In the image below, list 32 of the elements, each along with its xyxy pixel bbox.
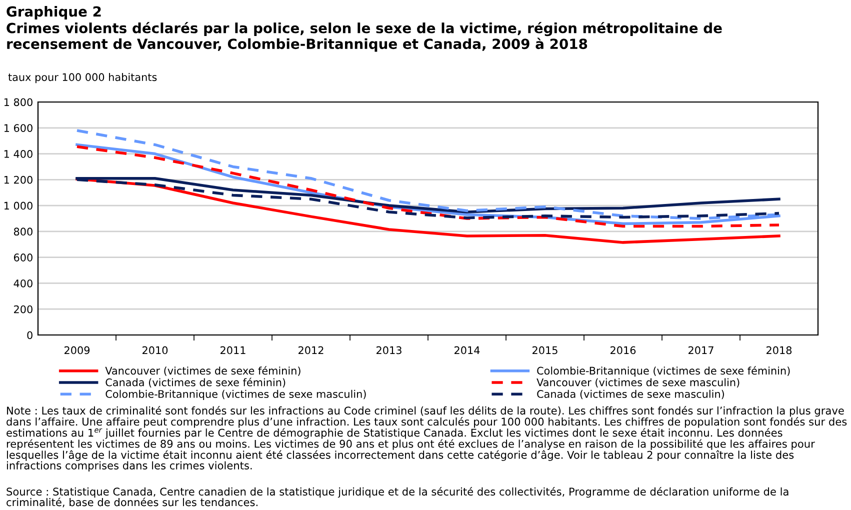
- y-tick-label: 0: [27, 331, 32, 340]
- legend-label: Canada (victimes de sexe féminin): [106, 378, 286, 388]
- y-tick-label: 1 200: [4, 176, 32, 184]
- y-tick-label: 400: [14, 279, 32, 288]
- legend-label: Canada (victimes de sexe masculin): [537, 390, 724, 400]
- chart-title: Graphique 2: [6, 6, 101, 20]
- y-tick-label: 800: [14, 228, 32, 236]
- y-tick-label: 200: [14, 305, 32, 314]
- x-tick-label: 2017: [688, 346, 714, 354]
- x-tick-label: 2012: [298, 346, 324, 354]
- legend-label: Vancouver (victimes de sexe masculin): [536, 378, 740, 388]
- x-tick-label: 2013: [376, 346, 402, 354]
- x-tick-label: 2014: [454, 346, 480, 354]
- x-tick-label: 2016: [610, 346, 636, 354]
- chart-subtitle: Crimes violents déclarés par la police, selon le sexe de la victime, région métropolitaine de recensement de Vancouver, Colombie-Britannique et Canada, 2009 à 2018: [6, 22, 722, 52]
- legend-label: Colombie-Britannique (victimes de sexe féminin): [537, 366, 790, 377]
- y-tick-label: 1 400: [4, 150, 32, 158]
- y-tick-label: 1 000: [4, 202, 32, 210]
- x-tick-label: 2009: [64, 346, 90, 354]
- line-series: [76, 178, 780, 244]
- x-tick-label: 2015: [532, 346, 558, 354]
- source-note: Source : Statistique Canada, Centre canadien de la statistique juridique et de la sécurité des collectivités, Programme de déclaration uniforme de la criminalité, base de données sur les tendances.: [6, 487, 788, 508]
- legend-label: Vancouver (victimes de sexe féminin): [105, 366, 300, 376]
- x-tick-label: 2011: [220, 346, 246, 354]
- x-tick-label: 2018: [766, 346, 792, 354]
- y-tick-label: 600: [14, 254, 32, 262]
- text: Note : Les taux de criminalité sont fondés sur les infractions au Code criminel (sauf les délits de la route). Les chiffres sont fondés sur l’infraction la plus grave dans l’affaire. Une affaire peut comprendre plus d’une infraction. Les taux sont calculés pour 100 000 habitants. Les chiffres de population sont fondés sur des estimations au 1$^{er}$ juillet fournies par le Centre de démographie de Statistique Canada. Exclut les victimes dont le sexe était inconnu. Les données représentent les victimes de 89 ans ou moins. Les victimes de 90 ans et plus ont été exclues de l’analyse en raison de la possibilité que les affaires pour lesquelles l’âge de la victime était inconnu aient été classées incorrectement dans cette catégorie d’âge. Voir le tableau 2 pour connaître la liste des infractions comprises dans les crimes violents.: [6, 406, 847, 472]
- y-tick-label: 1 800: [4, 98, 32, 106]
- x-tick-label: 2010: [142, 346, 168, 354]
- legend-label: Colombie-Britannique (victimes de sexe masculin): [106, 390, 366, 400]
- y-tick-label: 1 600: [4, 124, 32, 132]
- y-axis-title: taux pour 100 000 habitants: [8, 73, 157, 84]
